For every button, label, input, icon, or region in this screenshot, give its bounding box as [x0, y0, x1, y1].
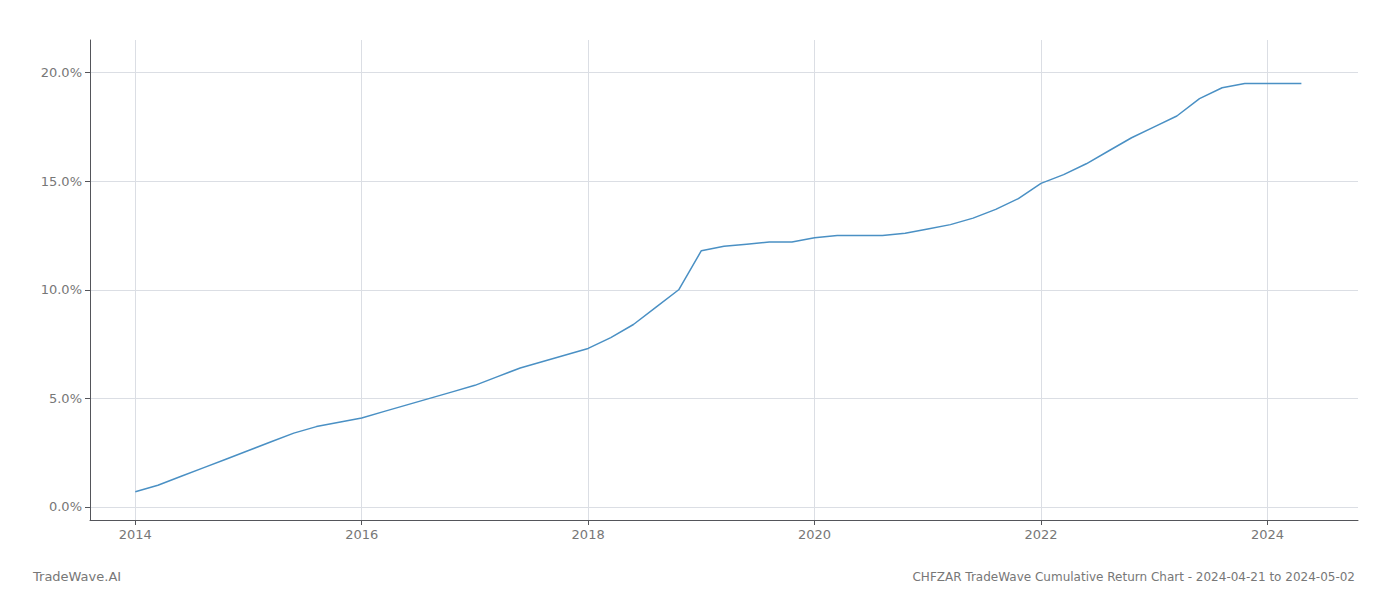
svg-text:2020: 2020 — [798, 527, 831, 542]
svg-text:2022: 2022 — [1024, 527, 1057, 542]
svg-text:0.0%: 0.0% — [49, 499, 82, 514]
svg-text:2014: 2014 — [119, 527, 152, 542]
svg-text:2024: 2024 — [1251, 527, 1284, 542]
svg-text:10.0%: 10.0% — [41, 282, 82, 297]
svg-text:TradeWave.AI: TradeWave.AI — [32, 569, 121, 584]
svg-text:CHFZAR TradeWave Cumulative Re: CHFZAR TradeWave Cumulative Return Chart… — [912, 570, 1355, 584]
svg-text:15.0%: 15.0% — [41, 174, 82, 189]
svg-text:2018: 2018 — [572, 527, 605, 542]
svg-text:5.0%: 5.0% — [49, 391, 82, 406]
svg-text:20.0%: 20.0% — [41, 65, 82, 80]
svg-text:2016: 2016 — [345, 527, 378, 542]
